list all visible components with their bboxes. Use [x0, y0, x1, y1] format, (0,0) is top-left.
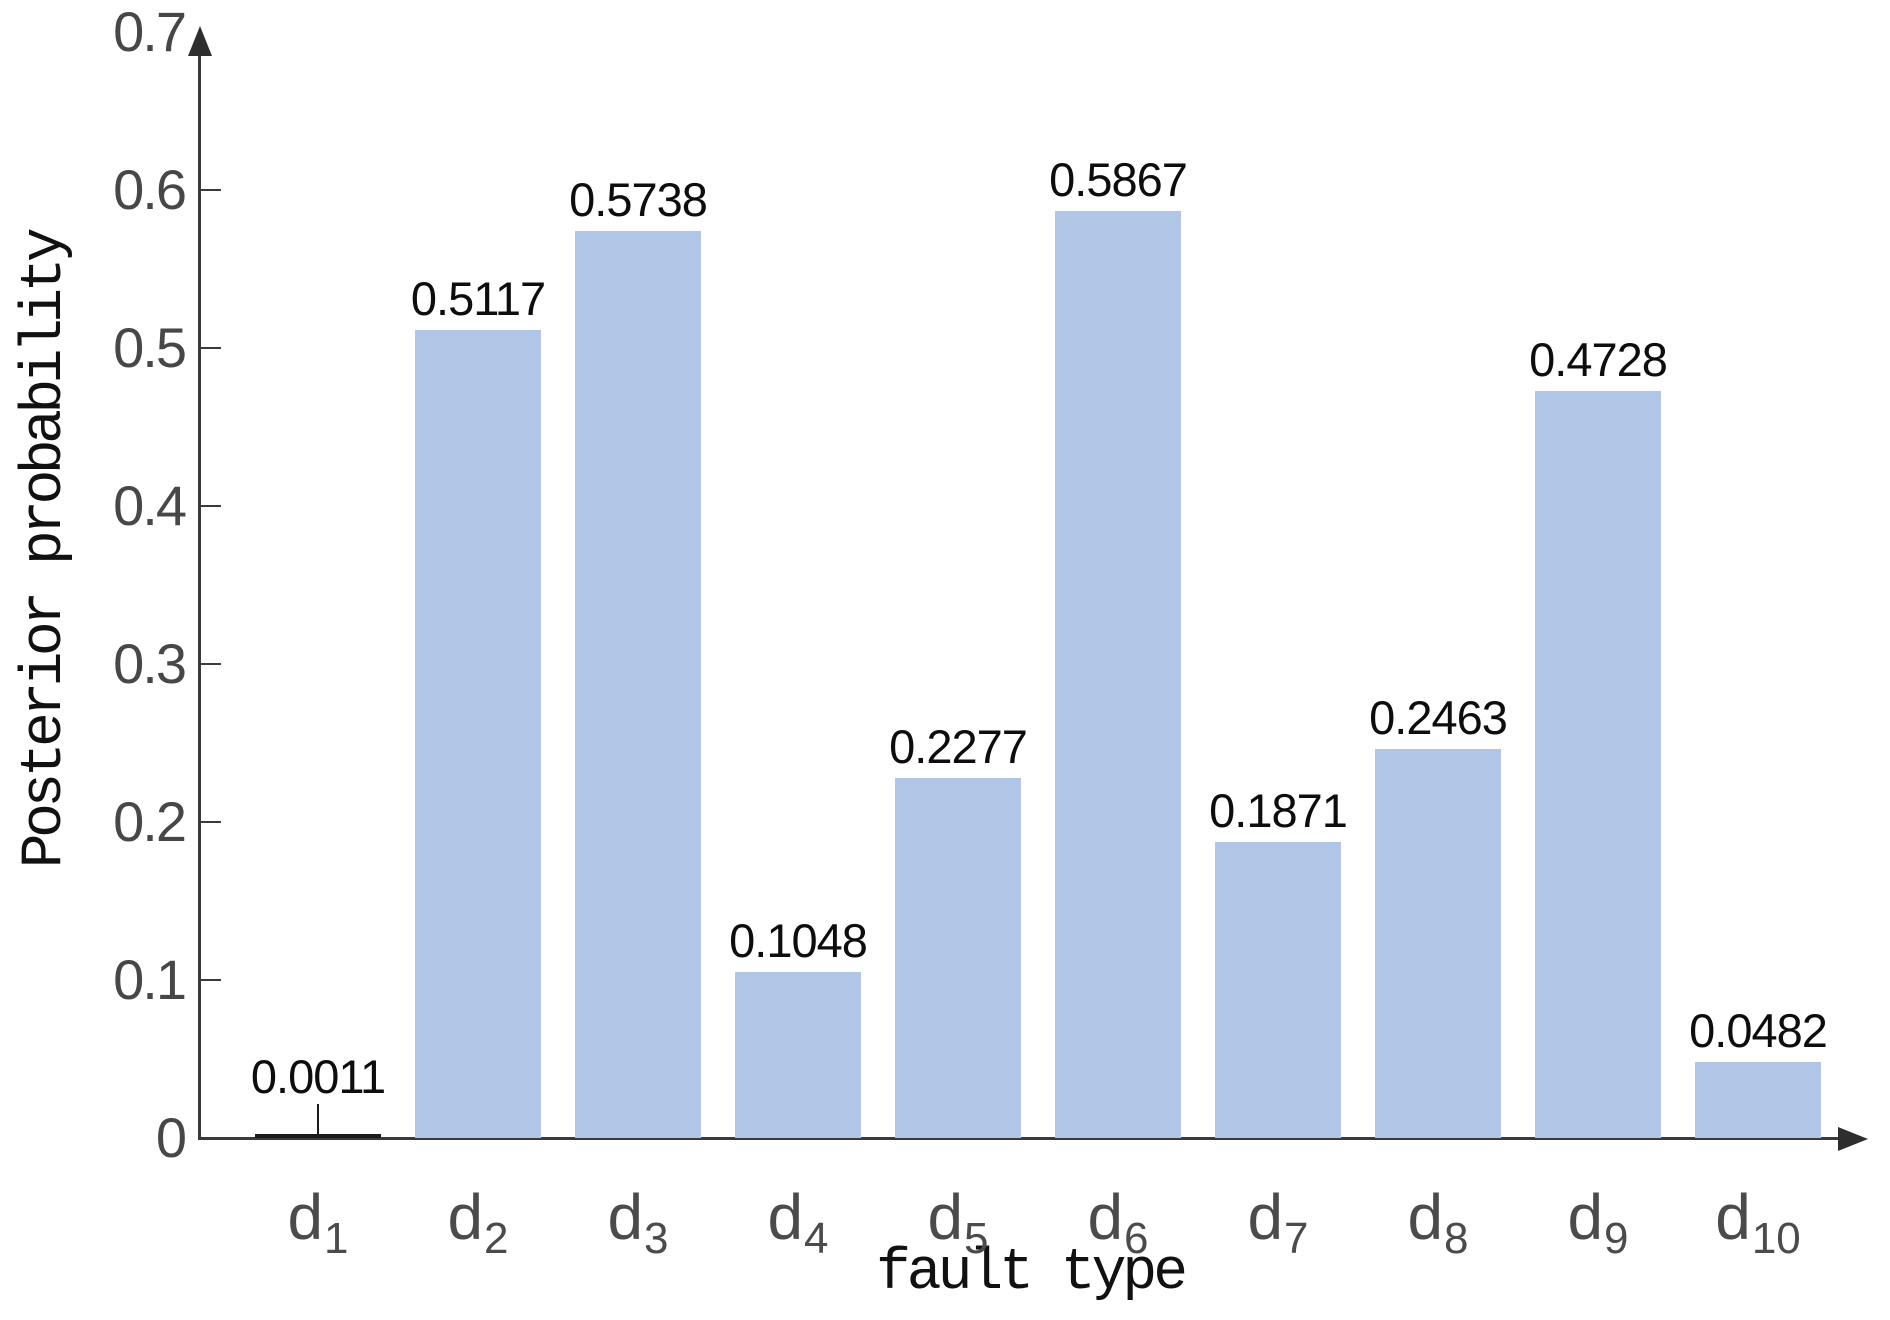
x-category-label: d4 — [767, 1185, 828, 1263]
bar — [1375, 748, 1501, 1138]
x-category-subscript: 6 — [1124, 1214, 1149, 1263]
x-category-base: d — [1567, 1181, 1604, 1253]
y-tick-label: 0.7 — [113, 0, 187, 63]
y-axis-tick — [200, 346, 221, 350]
bar — [1695, 1061, 1821, 1138]
x-category-label: d5 — [927, 1185, 988, 1263]
x-axis-arrow-icon — [1838, 1126, 1868, 1151]
y-tick-label: 0.6 — [113, 158, 187, 221]
bar — [415, 329, 541, 1138]
bar-value-label: 0.1871 — [1209, 784, 1348, 838]
x-category-label: d9 — [1567, 1185, 1628, 1263]
x-category-label: d8 — [1407, 1185, 1468, 1263]
y-tick-label: 0.3 — [113, 632, 187, 695]
bar — [255, 1133, 381, 1138]
x-axis-title: fault type — [875, 1241, 1188, 1306]
bar — [735, 972, 861, 1138]
bar-value-label: 0.0482 — [1689, 1003, 1828, 1057]
bar-value-label: 0.5867 — [1049, 153, 1188, 207]
x-category-base: d — [1087, 1181, 1124, 1253]
y-axis-tick — [200, 188, 221, 192]
y-axis-tick — [200, 662, 221, 666]
y-axis-tick — [200, 504, 221, 508]
bar — [895, 778, 1021, 1138]
x-category-subscript: 8 — [1444, 1214, 1469, 1263]
y-tick-label: 0.4 — [113, 474, 187, 537]
bar-value-label: 0.0011 — [250, 1050, 386, 1103]
bar-value-label: 0.5117 — [410, 271, 546, 325]
x-category-base: d — [1247, 1181, 1284, 1253]
y-tick-label: 0.1 — [113, 948, 187, 1011]
bar — [575, 231, 701, 1138]
x-category-subscript: 3 — [644, 1214, 669, 1263]
x-category-subscript: 1 — [324, 1214, 349, 1263]
x-category-label: d10 — [1715, 1185, 1801, 1263]
x-category-subscript: 5 — [964, 1214, 989, 1263]
x-category-subscript: 4 — [804, 1214, 829, 1263]
y-tick-label: 0.5 — [113, 316, 187, 379]
y-axis-tick — [200, 820, 221, 824]
y-tick-label: 0.2 — [113, 790, 187, 853]
bar-value-label: 0.1048 — [729, 914, 868, 968]
bar-value-label: 0.5738 — [569, 173, 708, 227]
y-axis-arrow-icon — [188, 26, 212, 56]
y-tick-label: 0 — [155, 1106, 187, 1169]
x-category-base: d — [287, 1181, 324, 1253]
x-category-base: d — [607, 1181, 644, 1253]
x-category-label: d3 — [607, 1185, 668, 1263]
y-axis-tick — [200, 978, 221, 982]
x-category-label: d7 — [1247, 1185, 1308, 1263]
bar — [1215, 842, 1341, 1138]
x-category-subscript: 7 — [1284, 1214, 1309, 1263]
x-category-subscript: 2 — [484, 1214, 509, 1263]
x-category-base: d — [927, 1181, 964, 1253]
x-axis-line — [198, 1137, 1838, 1140]
x-category-label: d1 — [287, 1185, 348, 1263]
x-category-label: d6 — [1087, 1185, 1148, 1263]
bar-value-label: 0.2277 — [889, 720, 1028, 774]
x-category-base: d — [1715, 1181, 1751, 1253]
bar — [1055, 211, 1181, 1138]
bar-leader-line — [316, 1104, 320, 1134]
bar — [1535, 390, 1661, 1138]
x-category-subscript: 10 — [1751, 1214, 1801, 1263]
x-category-label: d2 — [447, 1185, 508, 1263]
x-category-subscript: 9 — [1604, 1214, 1629, 1263]
y-axis-line — [198, 40, 201, 1140]
x-category-base: d — [447, 1181, 484, 1253]
x-category-base: d — [1407, 1181, 1444, 1253]
bar-value-label: 0.4728 — [1529, 332, 1668, 386]
bar-value-label: 0.2463 — [1369, 690, 1508, 744]
x-category-base: d — [767, 1181, 804, 1253]
